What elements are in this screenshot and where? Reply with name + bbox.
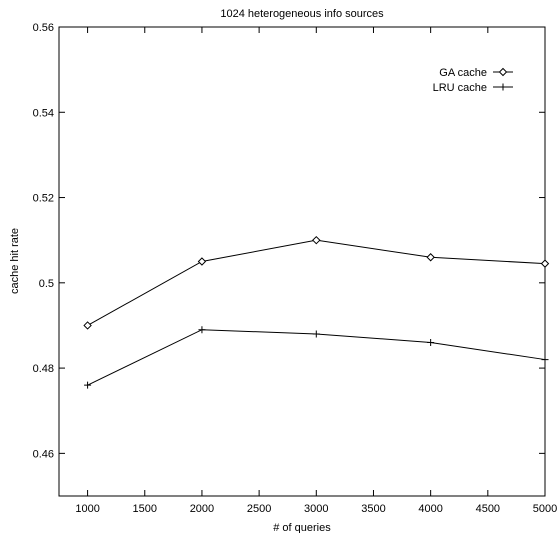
x-axis-label: # of queries (273, 522, 331, 533)
axis-ticks: 1000 1500 2000 2500 3000 3500 4000 4500 5000 0.46… (33, 22, 557, 515)
legend-label: LRU cache (433, 82, 487, 94)
legend-label: GA cache (439, 67, 487, 79)
x-tick-label: 3500 (361, 503, 385, 515)
data-point (198, 326, 206, 334)
legend-marker (499, 83, 507, 91)
y-tick-label: 0.46 (33, 448, 54, 460)
data-point (541, 356, 549, 364)
legend: GA cache LRU cache (433, 67, 513, 94)
y-tick-label: 0.56 (33, 22, 54, 34)
x-tick-label: 2000 (190, 503, 214, 515)
data-point (312, 330, 320, 338)
x-tick-label: 1000 (75, 503, 99, 515)
y-tick-label: 0.54 (33, 107, 54, 119)
y-axis-label: cache hit rate (9, 228, 21, 294)
x-tick-label: 4500 (476, 503, 500, 515)
data-point (427, 339, 435, 347)
chart-title: 1024 heterogeneous info sources (220, 8, 384, 20)
plot-frame (58, 26, 546, 497)
data-point (426, 253, 435, 262)
x-tick-label: 5000 (533, 503, 557, 515)
y-tick-label: 0.5 (39, 278, 54, 290)
x-tick-label: 4000 (418, 503, 442, 515)
data-point (312, 235, 321, 245)
x-tick-label: 3000 (304, 503, 328, 515)
series-line-ga-cache (87, 239, 546, 326)
y-tick-label: 0.52 (33, 193, 54, 205)
data-point (83, 321, 92, 330)
x-tick-label: 1500 (133, 503, 157, 515)
data-point (197, 257, 207, 266)
data-point (540, 259, 550, 268)
legend-marker (498, 67, 508, 77)
series-line-lru-cache (87, 329, 546, 386)
series-layer (83, 235, 550, 389)
data-point (84, 381, 92, 389)
y-tick-label: 0.48 (33, 363, 54, 375)
x-tick-label: 2500 (247, 503, 271, 515)
